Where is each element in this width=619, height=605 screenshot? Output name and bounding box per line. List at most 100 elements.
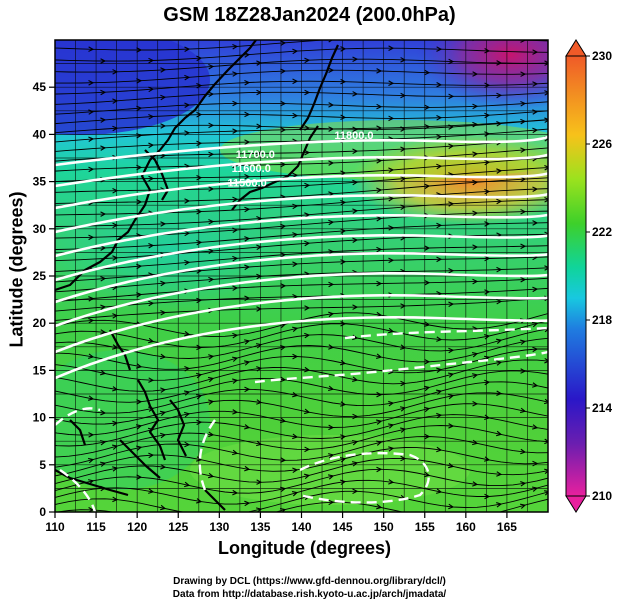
wind-arrow bbox=[136, 445, 143, 451]
wind-arrow bbox=[532, 109, 539, 115]
wind-arrow bbox=[496, 121, 503, 127]
colorbar-tick-label: 214 bbox=[592, 401, 612, 415]
height-contour-line bbox=[55, 272, 548, 328]
wind-arrow bbox=[520, 407, 527, 414]
wind-arrow bbox=[448, 462, 455, 469]
wind-arrow bbox=[256, 244, 263, 251]
wind-arrow bbox=[112, 496, 119, 503]
wind-arrow bbox=[400, 455, 407, 462]
wind-arrow bbox=[544, 438, 548, 445]
wind-arrow bbox=[100, 276, 107, 282]
wind-arrow bbox=[340, 321, 347, 327]
wind-arrow bbox=[280, 252, 287, 258]
wind-arrow bbox=[424, 104, 431, 111]
streamline bbox=[55, 167, 548, 193]
wind-arrow bbox=[472, 121, 479, 128]
wind-arrow bbox=[544, 117, 548, 123]
wind-arrow bbox=[256, 60, 263, 66]
wind-arrow bbox=[292, 467, 299, 473]
wind-arrow bbox=[352, 56, 359, 62]
wind-arrow bbox=[292, 48, 299, 55]
wind-arrow bbox=[544, 468, 548, 475]
wind-arrow bbox=[400, 303, 407, 309]
x-tick-label: 145 bbox=[333, 520, 353, 534]
wind-arrow bbox=[328, 219, 335, 226]
wind-arrow bbox=[376, 419, 383, 425]
wind-arrow bbox=[388, 479, 395, 485]
wind-arrow bbox=[112, 188, 119, 194]
wind-arrow bbox=[88, 166, 95, 173]
wind-arrow bbox=[304, 408, 311, 415]
wind-arrow bbox=[160, 432, 167, 439]
wind-arrow bbox=[520, 147, 527, 153]
wind-arrow bbox=[376, 125, 383, 131]
wind-arrow bbox=[244, 465, 251, 472]
wind-arrow bbox=[280, 127, 287, 133]
wind-arrow bbox=[484, 159, 491, 166]
wind-arrow bbox=[196, 419, 203, 426]
wind-arrow bbox=[376, 391, 383, 398]
wind-arrow bbox=[244, 236, 251, 242]
wind-arrow bbox=[292, 326, 299, 332]
wind-arrow bbox=[100, 369, 107, 376]
wind-arrow bbox=[400, 406, 407, 412]
wind-arrow bbox=[376, 503, 383, 510]
wind-arrow bbox=[532, 486, 539, 492]
height-contour-line bbox=[55, 172, 548, 210]
wind-arrow bbox=[448, 143, 455, 150]
wind-arrow bbox=[232, 378, 239, 384]
y-axis-ticks: 0 5 10 15 20 25 30 35 40 45 bbox=[33, 80, 55, 519]
wind-arrow bbox=[352, 304, 359, 310]
wind-arrow bbox=[160, 123, 167, 129]
contour-label: 11500.0 bbox=[228, 177, 267, 189]
wind-arrow bbox=[232, 332, 239, 339]
streamline bbox=[55, 267, 548, 293]
y-tick-label: 20 bbox=[33, 316, 47, 330]
wind-arrow bbox=[496, 266, 503, 273]
wind-arrow bbox=[256, 440, 263, 447]
wind-arrow bbox=[339, 457, 347, 463]
wind-arrow bbox=[328, 249, 335, 255]
wind-arrow bbox=[88, 109, 95, 115]
wind-arrow bbox=[352, 376, 359, 382]
wind-arrow bbox=[232, 43, 239, 50]
wind-arrow bbox=[328, 126, 335, 132]
wind-arrow bbox=[232, 489, 239, 496]
wind-arrow bbox=[100, 304, 107, 310]
streamline bbox=[55, 119, 548, 143]
wind-arrow bbox=[352, 439, 359, 446]
wind-arrow bbox=[532, 49, 539, 55]
wind-arrow bbox=[352, 413, 359, 420]
wind-arrow bbox=[184, 441, 191, 448]
wind-arrow bbox=[136, 263, 143, 270]
wind-arrow bbox=[88, 395, 95, 401]
wind-arrow bbox=[100, 211, 107, 217]
wind-arrow bbox=[484, 48, 491, 54]
streamline bbox=[55, 58, 548, 73]
x-axis-ticks: 110 115 120 125 130 135 140 145 150 155 160 165 bbox=[45, 512, 517, 534]
wind-arrow bbox=[244, 174, 251, 180]
wind-arrow bbox=[472, 103, 479, 110]
wind-arrow bbox=[256, 306, 263, 312]
wind-arrow bbox=[340, 434, 347, 440]
wind-arrow bbox=[148, 488, 155, 494]
wind-arrow bbox=[448, 267, 455, 274]
wind-arrow bbox=[292, 392, 299, 398]
wind-arrow bbox=[184, 331, 191, 337]
wind-arrow bbox=[232, 227, 239, 233]
wind-arrow bbox=[520, 339, 527, 345]
wind-arrow bbox=[472, 373, 479, 379]
wind-arrow bbox=[196, 55, 203, 62]
wind-arrow bbox=[232, 449, 239, 456]
wind-arrow bbox=[255, 343, 263, 349]
x-tick-label: 120 bbox=[127, 520, 147, 534]
wind-arrow bbox=[244, 139, 251, 145]
wind-arrow bbox=[100, 58, 107, 64]
streamline bbox=[55, 392, 548, 425]
wind-arrow bbox=[88, 432, 95, 438]
wind-arrow bbox=[99, 461, 107, 467]
wind-arrow bbox=[148, 86, 155, 93]
wind-arrow bbox=[160, 504, 167, 511]
wind-arrow bbox=[495, 338, 503, 344]
